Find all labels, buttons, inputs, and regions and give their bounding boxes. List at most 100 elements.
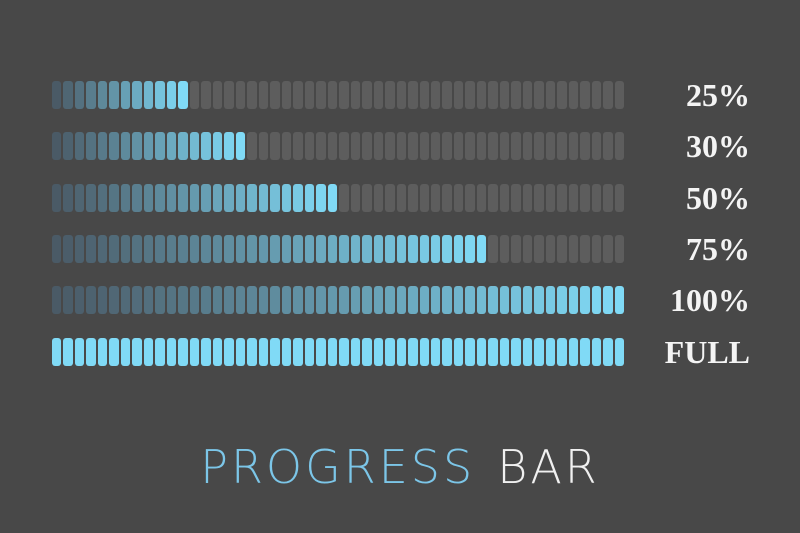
empty-segment <box>270 132 280 160</box>
filled-segment <box>373 235 384 263</box>
empty-segment <box>339 81 349 109</box>
filled-segment <box>419 235 429 263</box>
filled-segment <box>488 286 498 314</box>
filled-segment <box>155 338 165 366</box>
filled-segment <box>235 286 246 314</box>
empty-segment <box>603 81 613 109</box>
filled-segment <box>534 286 544 314</box>
filled-segment <box>304 184 315 212</box>
empty-segment <box>396 81 407 109</box>
filled-segment <box>247 286 257 314</box>
empty-segment <box>603 132 613 160</box>
filled-segment <box>224 184 234 212</box>
filled-segment <box>580 338 590 366</box>
empty-segment <box>419 184 429 212</box>
filled-segment <box>327 235 338 263</box>
empty-segment <box>247 81 257 109</box>
filled-segment <box>74 338 85 366</box>
empty-segment <box>534 235 544 263</box>
empty-segment <box>499 184 510 212</box>
filled-segment <box>258 338 269 366</box>
filled-segment <box>178 132 188 160</box>
filled-segment <box>109 338 119 366</box>
filled-segment <box>281 235 292 263</box>
empty-segment <box>603 235 613 263</box>
empty-segment <box>465 184 475 212</box>
filled-segment <box>109 132 119 160</box>
filled-segment <box>362 286 372 314</box>
filled-segment <box>143 338 154 366</box>
filled-segment <box>109 184 119 212</box>
filled-segment <box>591 286 602 314</box>
filled-segment <box>465 338 475 366</box>
filled-segment <box>603 338 613 366</box>
filled-segment <box>327 338 338 366</box>
filled-segment <box>97 338 108 366</box>
filled-segment <box>166 184 177 212</box>
empty-segment <box>235 81 246 109</box>
empty-segment <box>247 132 257 160</box>
filled-segment <box>155 132 165 160</box>
filled-segment <box>419 338 429 366</box>
empty-segment <box>304 132 315 160</box>
filled-segment <box>258 235 269 263</box>
filled-segment <box>476 235 487 263</box>
empty-segment <box>591 81 602 109</box>
empty-segment <box>568 235 579 263</box>
empty-segment <box>453 132 464 160</box>
filled-segment <box>120 132 131 160</box>
filled-segment <box>385 338 395 366</box>
filled-segment <box>316 235 326 263</box>
filled-segment <box>235 184 246 212</box>
empty-segment <box>281 81 292 109</box>
empty-segment <box>304 81 315 109</box>
empty-segment <box>189 81 200 109</box>
filled-segment <box>293 235 303 263</box>
filled-segment <box>86 338 96 366</box>
filled-segment <box>339 235 349 263</box>
filled-segment <box>316 338 326 366</box>
empty-segment <box>408 184 418 212</box>
empty-segment <box>339 132 349 160</box>
filled-segment <box>385 235 395 263</box>
filled-segment <box>74 132 85 160</box>
progress-bar <box>52 184 625 212</box>
filled-segment <box>52 286 62 314</box>
empty-segment <box>545 132 556 160</box>
progress-bar <box>52 132 625 160</box>
empty-segment <box>224 81 234 109</box>
filled-segment <box>614 286 625 314</box>
empty-segment <box>614 132 625 160</box>
filled-segment <box>247 184 257 212</box>
filled-segment <box>97 132 108 160</box>
filled-segment <box>109 286 119 314</box>
empty-segment <box>614 235 625 263</box>
filled-segment <box>52 184 62 212</box>
empty-segment <box>522 184 533 212</box>
filled-segment <box>166 132 177 160</box>
filled-segment <box>224 132 234 160</box>
progress-bar <box>52 235 625 263</box>
filled-segment <box>453 338 464 366</box>
filled-segment <box>212 184 223 212</box>
filled-segment <box>522 338 533 366</box>
filled-segment <box>74 235 85 263</box>
filled-segment <box>304 338 315 366</box>
filled-segment <box>97 235 108 263</box>
filled-segment <box>442 286 452 314</box>
filled-segment <box>109 235 119 263</box>
filled-segment <box>430 286 441 314</box>
filled-segment <box>143 132 154 160</box>
filled-segment <box>120 286 131 314</box>
empty-segment <box>396 184 407 212</box>
empty-segment <box>522 81 533 109</box>
filled-segment <box>465 235 475 263</box>
empty-segment <box>293 132 303 160</box>
filled-segment <box>499 286 510 314</box>
filled-segment <box>143 81 154 109</box>
filled-segment <box>120 81 131 109</box>
empty-segment <box>293 81 303 109</box>
empty-segment <box>373 132 384 160</box>
empty-segment <box>465 132 475 160</box>
filled-segment <box>281 286 292 314</box>
